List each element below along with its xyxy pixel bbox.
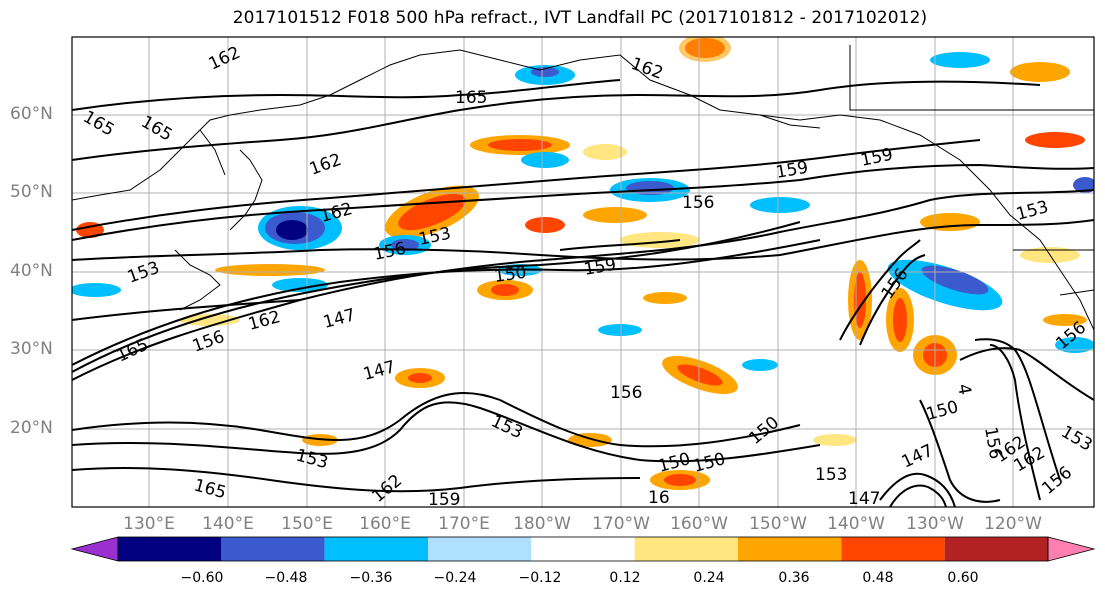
contour-label: 4 — [953, 382, 975, 396]
contour-label: 156 — [610, 383, 642, 403]
colorbar-tick-label: 0.12 — [609, 570, 641, 586]
colorbar-tick-label: 0.36 — [778, 570, 810, 586]
lon-label: 140°E — [202, 514, 254, 534]
colorbar-tick-label: −0.24 — [433, 570, 477, 586]
colorbar-tick-label: −0.36 — [349, 570, 393, 586]
lon-label: 160°W — [670, 514, 728, 534]
colorbar-segment — [531, 537, 635, 561]
lon-label: 160°E — [359, 514, 411, 534]
colorbar-segment — [634, 537, 738, 561]
colorbar-segment — [738, 537, 842, 561]
lat-label: 20°N — [10, 418, 53, 438]
colorbar-tick-label: −0.48 — [264, 570, 308, 586]
contour-label: 16 — [648, 488, 670, 508]
map-title: 2017101512 F018 500 hPa refract., IVT La… — [232, 8, 928, 28]
colorbar-extend-high — [1047, 536, 1096, 562]
contour-label: 147 — [848, 489, 880, 509]
colorbar-extend-low — [70, 536, 119, 562]
contour-label: 153 — [815, 465, 847, 485]
colorbar-segment — [324, 537, 428, 561]
colorbar-tick-label: −0.12 — [518, 570, 562, 586]
colorbar-tick-label: 0.48 — [862, 570, 894, 586]
lat-label: 60°N — [10, 104, 53, 124]
lat-label: 30°N — [10, 339, 53, 359]
map-frame — [71, 36, 1095, 508]
lat-label: 40°N — [10, 261, 53, 281]
lat-label: 50°N — [10, 182, 53, 202]
colorbar-tick-label: 0.24 — [693, 570, 725, 586]
lon-label: 170°W — [592, 514, 650, 534]
colorbar-segment — [944, 537, 1048, 561]
coastlines — [72, 45, 1094, 331]
lon-label: 130°W — [906, 514, 964, 534]
lon-label: 150°W — [749, 514, 807, 534]
colorbar-segment — [118, 537, 222, 561]
colorbar-segment — [221, 537, 325, 561]
colorbar-tick-label: 0.60 — [947, 570, 979, 586]
lon-label: 180°W — [513, 514, 571, 534]
lon-label: 170°E — [438, 514, 490, 534]
lon-label: 140°W — [827, 514, 885, 534]
colorbar-outline — [117, 536, 1049, 562]
lon-label: 150°E — [281, 514, 333, 534]
colorbar — [70, 536, 1096, 562]
contour-label: 150 — [493, 263, 528, 287]
contour-label: 165 — [455, 88, 487, 108]
lon-label: 130°E — [123, 514, 175, 534]
contour-label: 159 — [428, 490, 460, 510]
colorbar-segment — [428, 537, 532, 561]
lon-label: 120°W — [984, 514, 1042, 534]
height-contours — [72, 79, 1094, 507]
colorbar-tick-label: −0.60 — [180, 570, 224, 586]
colorbar-segment — [841, 537, 945, 561]
contour-label: 156 — [682, 193, 714, 213]
